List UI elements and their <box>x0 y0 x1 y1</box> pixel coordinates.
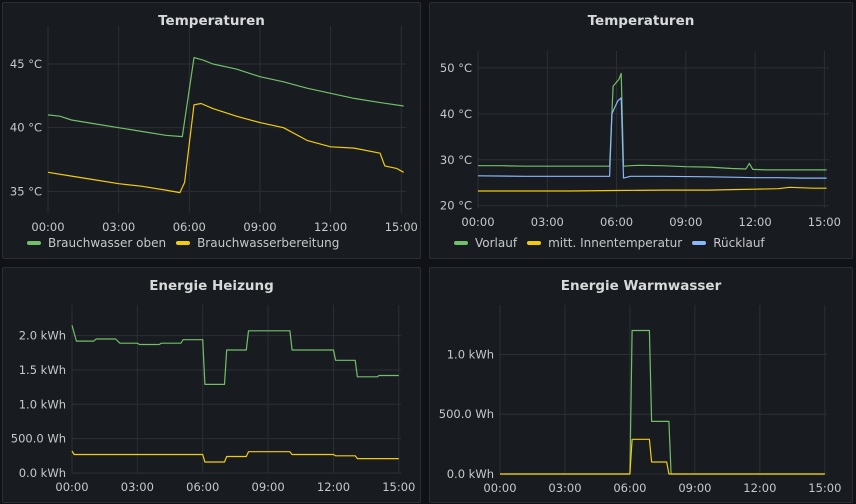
legend-label: Rücklauf <box>713 236 765 250</box>
x-tick-label: 15:00 <box>808 215 841 229</box>
legend-item-innentemperatur[interactable]: mitt. Innentemperatur <box>527 236 682 250</box>
x-tick-label: 00:00 <box>55 480 88 494</box>
legend-item-ruecklauf[interactable]: Rücklauf <box>692 236 765 250</box>
energy-warmwater-chart: 00:00 03:00 06:00 09:00 12:00 15:00 0.0 kWh 500… <box>439 305 841 495</box>
legend-swatch <box>692 241 707 245</box>
x-tick-label: 15:00 <box>808 481 841 495</box>
x-tick-label: 03:00 <box>102 220 135 234</box>
series-line-0[interactable] <box>478 72 827 171</box>
legend-label: mitt. Innentemperatur <box>548 236 683 250</box>
x-tick-label: 00:00 <box>461 215 494 229</box>
legend-label: Brauchwasserbereitung <box>197 236 340 250</box>
panel-energie-warmwasser: Energie Warmwasser 00:00 03:00 06:00 09:00 1… <box>429 267 853 503</box>
x-tick-label: 09:00 <box>252 480 285 494</box>
x-tick-label: 15:00 <box>382 480 415 494</box>
legend-label: Vorlauf <box>475 236 518 250</box>
legend: Brauchwasser oben Brauchwasserbereitung <box>27 236 339 250</box>
y-tick-label: 40 °C <box>440 107 472 121</box>
x-tick-label: 06:00 <box>173 220 206 234</box>
x-tick-label: 15:00 <box>385 220 418 234</box>
series-line-0[interactable] <box>500 329 825 475</box>
panel-temperaturen-2: Temperaturen 00:00 03:00 06:00 09:00 12:00 15… <box>429 2 853 259</box>
y-tick-label: 0.0 kWh <box>447 467 494 481</box>
temperature-chart-2: 00:00 03:00 06:00 09:00 12:00 15:00 20 °C 30 °C… <box>440 51 841 229</box>
y-tick-label: 20 °C <box>440 199 472 213</box>
x-tick-label: 12:00 <box>743 481 776 495</box>
series-line-1[interactable] <box>478 186 827 192</box>
panel-title[interactable]: Energie Heizung <box>149 278 274 294</box>
legend-swatch <box>27 241 41 245</box>
y-tick-label: 1.0 kWh <box>19 397 66 411</box>
panel-temperaturen-1: Temperaturen 00:00 03:00 06:00 09:00 12:00 15… <box>2 2 421 259</box>
y-tick-label: 35 °C <box>10 184 42 198</box>
x-tick-label: 12:00 <box>314 220 347 234</box>
x-tick-label: 03:00 <box>531 215 564 229</box>
y-tick-label: 0.0 kWh <box>19 466 66 480</box>
legend-item-brauchwasserbereitung[interactable]: Brauchwasserbereitung <box>176 236 339 250</box>
series-line-2[interactable] <box>477 97 827 179</box>
panel-energie-heizung: Energie Heizung 00:00 03:00 06:00 09:00 12:0… <box>2 267 421 503</box>
x-tick-label: 00:00 <box>483 481 516 495</box>
x-tick-label: 06:00 <box>613 481 646 495</box>
series-line-1[interactable] <box>71 450 399 463</box>
legend-item-brauchwasser-oben[interactable]: Brauchwasser oben <box>27 236 166 250</box>
x-tick-label: 09:00 <box>669 215 702 229</box>
y-tick-label: 30 °C <box>440 153 472 167</box>
y-tick-label: 500.0 Wh <box>11 432 66 446</box>
x-tick-label: 06:00 <box>600 215 633 229</box>
legend-swatch <box>454 241 468 245</box>
x-tick-label: 12:00 <box>739 215 772 229</box>
x-tick-label: 09:00 <box>243 220 276 234</box>
legend-swatch <box>527 241 542 245</box>
x-tick-label: 00:00 <box>31 220 64 234</box>
legend-swatch <box>176 241 191 245</box>
panel-title[interactable]: Energie Warmwasser <box>560 278 722 294</box>
panel-title[interactable]: Temperaturen <box>158 13 265 29</box>
x-tick-label: 06:00 <box>186 480 219 494</box>
series-line-1[interactable] <box>47 102 404 194</box>
x-tick-label: 09:00 <box>678 481 711 495</box>
y-tick-label: 45 °C <box>10 57 42 71</box>
y-tick-label: 40 °C <box>10 121 42 135</box>
temperature-chart-1: 00:00 03:00 06:00 09:00 12:00 15:00 35 °C 40 °C… <box>10 26 418 234</box>
y-tick-label: 500.0 Wh <box>439 407 494 421</box>
panel-title[interactable]: Temperaturen <box>587 13 695 29</box>
x-tick-label: 03:00 <box>121 480 154 494</box>
y-tick-label: 2.0 kWh <box>19 329 66 343</box>
legend-item-vorlauf[interactable]: Vorlauf <box>454 236 517 250</box>
x-tick-label: 12:00 <box>317 480 350 494</box>
energy-heating-chart: 00:00 03:00 06:00 09:00 12:00 15:00 0.0 kWh 500… <box>11 305 415 494</box>
legend-label: Brauchwasser oben <box>48 236 167 250</box>
y-tick-label: 1.5 kWh <box>19 363 66 377</box>
y-tick-label: 1.0 kWh <box>447 347 494 361</box>
y-tick-label: 50 °C <box>440 61 472 75</box>
series-line-1[interactable] <box>500 438 825 475</box>
legend: Vorlauf mitt. Innentemperatur Rücklauf <box>454 236 765 250</box>
series-line-0[interactable] <box>47 56 404 138</box>
series-line-0[interactable] <box>71 325 399 386</box>
x-tick-label: 03:00 <box>548 481 581 495</box>
